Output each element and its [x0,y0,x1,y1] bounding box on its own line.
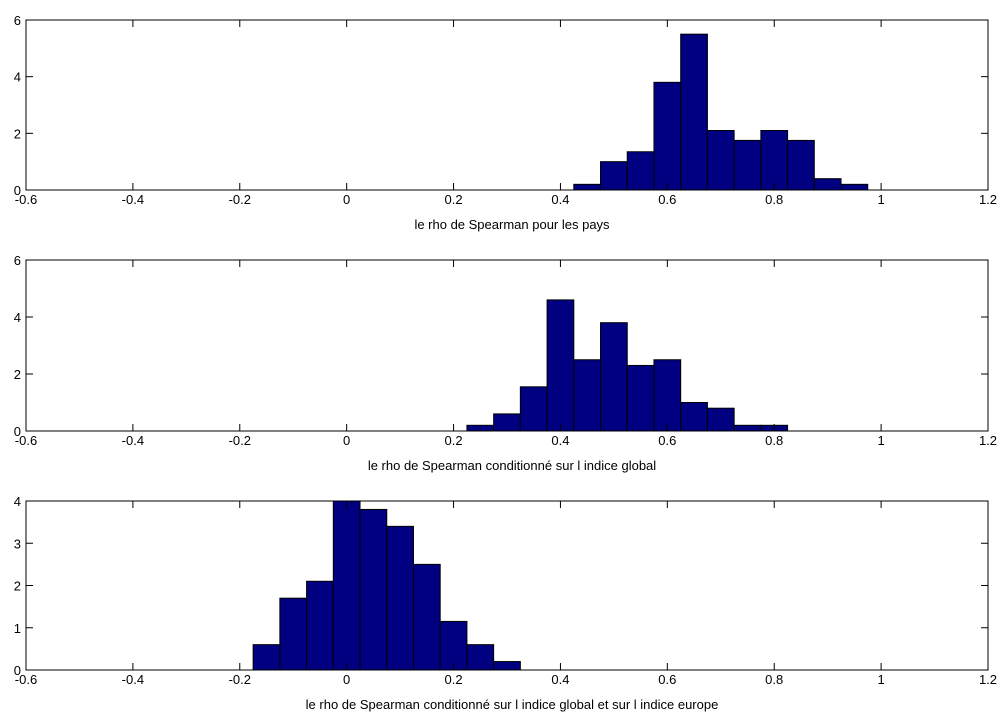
x-tick-label: -0.2 [229,433,251,448]
x-tick-label: -0.2 [229,192,251,207]
histogram-bar [787,139,815,191]
histogram-bar [332,500,361,671]
histogram-bar [573,183,602,191]
histogram-bar [306,580,334,671]
x-tick-label: 1 [877,192,884,207]
y-tick-label: 0 [14,663,21,678]
x-tick-label: -0.4 [122,433,144,448]
histogram-bar [653,359,682,432]
histogram-bar [386,525,414,671]
x-tick-label: 0.2 [445,192,463,207]
histogram-bar [626,151,655,191]
x-tick-label: -0.6 [15,192,37,207]
x-tick-label: 0 [343,433,350,448]
y-tick-label: 2 [14,126,21,141]
x-tick-label: 0.6 [658,672,676,687]
y-tick-label: 3 [14,536,21,551]
histogram-bar [600,322,628,432]
x-tick-label: 0.2 [445,672,463,687]
x-axis-label: le rho de Spearman pour les pays [414,217,610,232]
y-tick-label: 2 [14,367,21,382]
y-tick-label: 4 [14,70,21,85]
y-tick-label: 6 [14,253,21,268]
histogram-bar [733,139,762,191]
histogram-bar [733,424,762,432]
histogram-bar [546,299,575,432]
x-tick-label: -0.4 [122,672,144,687]
plot-area [26,501,988,670]
histogram-bar [680,33,708,191]
y-tick-label: 4 [14,310,21,325]
x-tick-label: 1.2 [979,672,997,687]
x-tick-label: -0.6 [15,672,37,687]
histogram-bar [653,81,682,191]
x-axis-label: le rho de Spearman conditionné sur l ind… [306,697,719,712]
histogram-bar [439,620,468,671]
y-tick-label: 0 [14,183,21,198]
histogram-bar [706,130,735,191]
histogram-bar [760,130,789,191]
x-tick-label: 0.4 [551,433,569,448]
x-tick-label: 0.8 [765,672,783,687]
axes-box [25,19,989,191]
histogram-bar [466,644,495,671]
histogram-bar [680,402,708,432]
x-tick-label: 0.4 [551,672,569,687]
x-tick-label: 0.6 [658,433,676,448]
x-tick-label: 0 [343,672,350,687]
histogram-bar [519,386,548,432]
x-tick-label: -0.2 [229,672,251,687]
histogram-bar [252,644,281,671]
y-tick-label: 4 [14,494,21,509]
x-tick-label: -0.6 [15,433,37,448]
x-tick-label: 0.8 [765,192,783,207]
y-tick-label: 2 [14,579,21,594]
histogram-bar [466,424,495,432]
x-tick-label: 0.2 [445,433,463,448]
x-tick-label: 0.4 [551,192,569,207]
x-tick-label: 0.6 [658,192,676,207]
y-tick-label: 1 [14,621,21,636]
histogram-panel-2: -0.6 -0.4 -0.2 0 0.2 0.4 0.6 0.8 1 1.2 0 2 4 6 le rho … [14,253,997,473]
x-tick-label: 1 [877,433,884,448]
x-tick-label: 1.2 [979,433,997,448]
x-tick-label: 0.8 [765,433,783,448]
axes-box [25,259,989,432]
histogram-bar [279,597,308,671]
x-axis-label: le rho de Spearman conditionné sur l ind… [368,458,656,473]
histogram-bar [706,407,735,432]
histogram-bar [626,364,655,432]
x-tick-label: 0 [343,192,350,207]
histogram-bar [840,183,869,191]
histogram-panel-3: -0.6 -0.4 -0.2 0 0.2 0.4 0.6 0.8 1 1.2 0 1 2 3 4 le rho… [14,494,997,712]
histogram-bar [573,359,602,432]
histogram-bar [412,563,441,671]
y-tick-label: 0 [14,424,21,439]
x-tick-label: 1 [877,672,884,687]
y-tick-label: 6 [14,13,21,28]
histogram-bar [600,161,628,191]
x-tick-label: -0.4 [122,192,144,207]
histogram-bar [493,661,521,671]
x-tick-label: 1.2 [979,192,997,207]
histogram-bar [359,508,388,671]
plot-area [26,20,988,190]
histogram-bar [813,178,842,191]
histogram-panel-1: -0.6 -0.4 -0.2 0 0.2 0.4 0.6 0.8 1 1.2 0 2 4 6 le rho … [14,13,997,232]
histogram-bar [493,413,521,432]
plot-area [26,260,988,431]
